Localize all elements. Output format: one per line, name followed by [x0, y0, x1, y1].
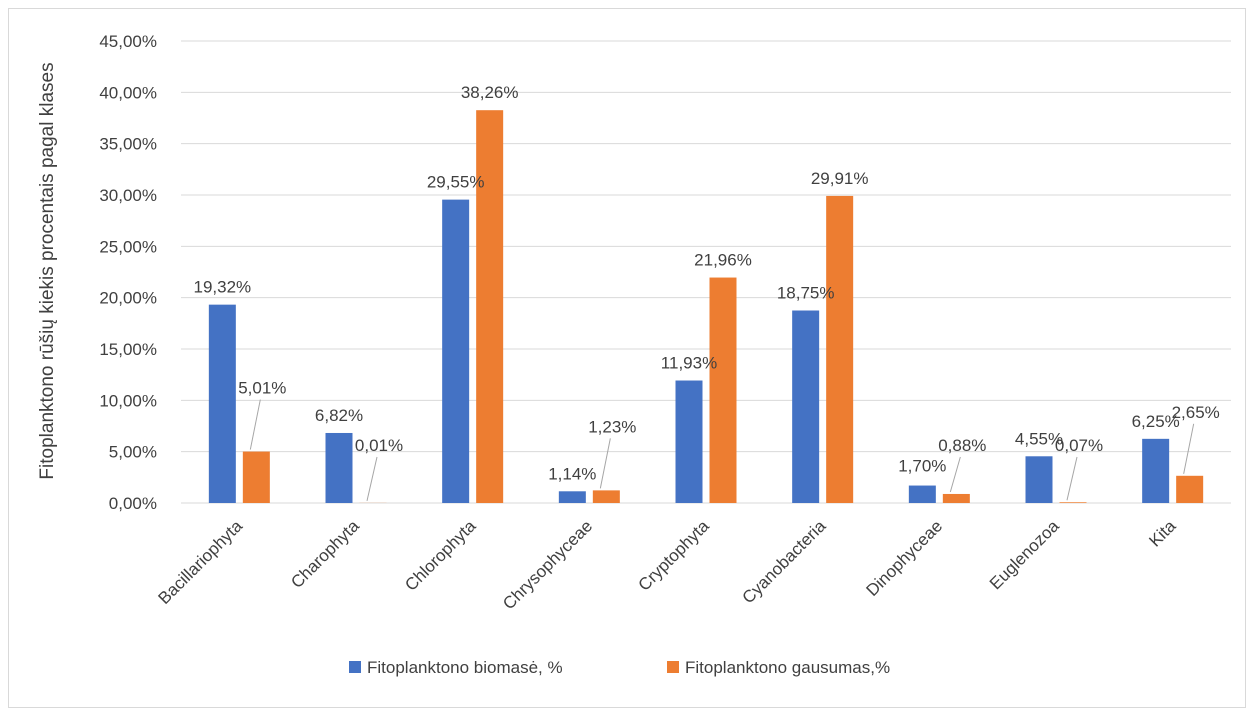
label-leader-line [1183, 423, 1195, 474]
data-label-biomase: 18,75% [777, 284, 835, 303]
data-label-biomase: 1,70% [898, 457, 946, 476]
legend-swatch [667, 661, 679, 673]
data-label-biomase: 6,82% [315, 406, 363, 425]
y-tick-label: 10,00% [99, 391, 157, 410]
y-tick-label: 45,00% [99, 32, 157, 51]
x-category-label: Bacillariophyta [155, 516, 247, 608]
data-label-biomase: 19,32% [193, 278, 251, 297]
y-tick-label: 25,00% [99, 237, 157, 256]
bar-biomase [675, 380, 703, 503]
y-tick-label: 40,00% [99, 83, 157, 102]
y-tick-label: 20,00% [99, 289, 157, 308]
x-category-label: Chrysophyceae [499, 516, 596, 613]
x-category-label: Cyanobacteria [739, 516, 830, 607]
data-label-gausumas: 0,88% [938, 436, 986, 455]
bar-biomase [208, 304, 236, 503]
bar-gausumas [242, 451, 270, 503]
bar-gausumas [476, 110, 504, 504]
y-tick-label: 15,00% [99, 340, 157, 359]
x-category-label: Cryptophyta [635, 516, 714, 595]
label-leader-line [366, 456, 378, 502]
legend-swatch [349, 661, 361, 673]
bar-chart: 0,00% 5,00% 10,00% 15,00% 20,00% 25,00% 30,00%… [37, 32, 1231, 677]
x-category-label: Euglenozoa [986, 516, 1063, 593]
legend-entry-label: Fitoplanktono biomasė, % [367, 658, 563, 677]
bar-gausumas [709, 277, 737, 503]
label-leader-line [949, 456, 961, 493]
bar-gausumas [592, 490, 620, 503]
x-category-label: Chlorophyta [401, 516, 480, 595]
bar-biomase [442, 199, 470, 503]
bar-biomase [325, 432, 353, 503]
x-category-label: Kita [1145, 516, 1180, 551]
bar-biomase [908, 485, 936, 503]
data-label-gausumas: 5,01% [238, 379, 286, 398]
bar-biomase [1025, 456, 1053, 503]
x-category-label: Dinophyceae [863, 516, 947, 600]
y-tick-label: 35,00% [99, 135, 157, 154]
y-tick-label: 5,00% [109, 443, 157, 462]
label-leader-line [1066, 456, 1078, 501]
data-label-biomase: 11,93% [661, 354, 717, 373]
label-leader-line [249, 399, 261, 450]
legend-entry-label: Fitoplanktono gausumas,% [685, 658, 890, 677]
data-label-biomase: 1,14% [548, 464, 596, 483]
x-category-label: Charophyta [287, 516, 363, 592]
data-label-biomase: 4,55% [1015, 429, 1063, 448]
data-label-gausumas: 1,23% [588, 417, 636, 436]
bar-biomase [558, 491, 586, 503]
bar-biomase [792, 310, 820, 503]
data-label-biomase: 6,25% [1132, 412, 1180, 431]
y-tick-label: 0,00% [109, 494, 157, 513]
bar-gausumas [1176, 475, 1204, 503]
data-label-gausumas: 2,65% [1172, 403, 1220, 422]
data-label-gausumas: 0,07% [1055, 436, 1103, 455]
data-label-gausumas: 0,01% [355, 436, 403, 455]
label-leader-line [599, 438, 611, 489]
data-label-gausumas: 21,96% [694, 251, 752, 270]
data-label-gausumas: 29,91% [811, 169, 869, 188]
bar-gausumas [826, 195, 854, 503]
bar-gausumas [1059, 502, 1087, 503]
data-label-gausumas: 38,26% [461, 83, 519, 102]
y-axis-title: Fitoplanktono rūšių kiekis procentais pa… [37, 62, 58, 479]
chart-frame: 0,00% 5,00% 10,00% 15,00% 20,00% 25,00% 30,00%… [8, 8, 1246, 708]
bar-gausumas [942, 493, 970, 503]
bar-biomase [1142, 438, 1170, 503]
y-tick-label: 30,00% [99, 186, 157, 205]
legend: Fitoplanktono biomasė, % Fitoplanktono ga… [349, 658, 890, 677]
data-label-biomase: 29,55% [427, 173, 485, 192]
